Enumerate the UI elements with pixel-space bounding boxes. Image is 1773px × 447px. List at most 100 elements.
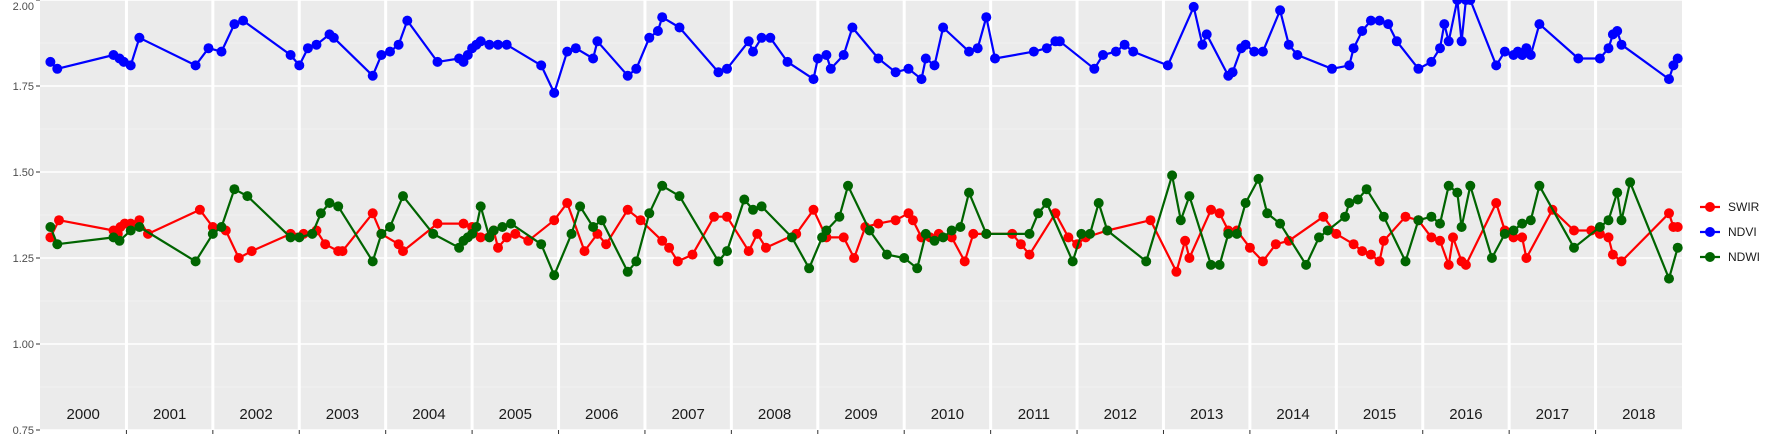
data-point: [1525, 50, 1536, 60]
data-point: [1499, 46, 1510, 57]
data-point: [45, 56, 56, 67]
data-point: [229, 184, 240, 195]
data-point: [549, 270, 560, 281]
data-point: [1128, 46, 1139, 57]
data-point: [1413, 63, 1424, 74]
data-point: [1314, 232, 1324, 243]
data-point: [748, 204, 758, 215]
data-point: [566, 228, 577, 239]
data-point: [709, 211, 720, 222]
data-point: [765, 32, 776, 43]
data-point: [536, 239, 547, 250]
data-point: [367, 208, 378, 219]
data-point: [1352, 194, 1363, 205]
data-point: [1443, 259, 1454, 270]
data-point: [1275, 218, 1286, 229]
data-point: [713, 256, 724, 267]
data-point: [1063, 232, 1074, 243]
data-point: [1672, 222, 1683, 232]
data-point: [294, 60, 305, 71]
data-point: [1603, 43, 1614, 54]
data-point: [549, 87, 560, 98]
data-point: [743, 246, 754, 257]
data-point: [229, 19, 240, 30]
data-point: [674, 22, 685, 33]
data-point: [1214, 259, 1225, 270]
data-point: [1253, 173, 1264, 184]
data-point: [1024, 228, 1035, 239]
data-point: [238, 15, 249, 26]
year-label: 2007: [671, 406, 704, 423]
data-point: [1491, 198, 1502, 208]
legend-item-swir: SWIR: [1700, 200, 1760, 214]
data-point: [687, 249, 698, 260]
data-point: [899, 253, 910, 263]
year-label: 2016: [1449, 406, 1482, 423]
data-point: [804, 263, 815, 274]
data-point: [657, 235, 668, 246]
data-point: [385, 222, 395, 232]
data-point: [52, 63, 63, 74]
data-point: [743, 36, 754, 47]
data-point: [1569, 242, 1579, 253]
data-point: [1275, 5, 1286, 16]
data-point: [873, 53, 884, 64]
data-point: [1041, 198, 1052, 208]
y-tick-label: 1.00: [13, 339, 34, 351]
data-point: [938, 22, 949, 33]
data-point: [376, 228, 387, 239]
data-point: [838, 232, 849, 243]
data-point: [1443, 180, 1454, 191]
legend-item-ndvi: NDVI: [1700, 225, 1757, 239]
data-point: [328, 32, 339, 43]
data-point: [1456, 222, 1467, 232]
y-tick-label: 1.75: [13, 81, 34, 93]
data-point: [1491, 60, 1502, 71]
data-point: [233, 253, 244, 263]
data-point: [1664, 208, 1674, 219]
data-point: [1465, 180, 1476, 191]
data-point: [1365, 249, 1376, 260]
data-point: [1257, 46, 1268, 57]
data-point: [631, 63, 642, 74]
data-point: [821, 50, 832, 60]
data-point: [1534, 19, 1545, 30]
data-point: [575, 201, 586, 212]
data-point: [1067, 256, 1078, 267]
data-point: [1499, 228, 1510, 239]
data-point: [1616, 215, 1627, 226]
data-point: [1085, 228, 1095, 239]
data-point: [920, 228, 931, 239]
data-point: [385, 46, 395, 57]
data-point: [134, 32, 145, 43]
data-point: [946, 232, 957, 243]
data-point: [1206, 204, 1216, 215]
data-point: [672, 256, 683, 267]
data-point: [1443, 36, 1454, 47]
data-point: [1033, 208, 1044, 219]
legend-item-ndwi: NDWI: [1700, 250, 1760, 264]
data-point: [1465, 0, 1476, 5]
data-point: [1435, 218, 1445, 229]
data-point: [1098, 50, 1108, 60]
data-point: [1214, 208, 1225, 219]
data-point: [402, 15, 413, 26]
data-point: [760, 242, 771, 253]
data-point: [488, 225, 499, 236]
data-point: [1439, 19, 1450, 30]
data-point: [1344, 60, 1355, 71]
data-point: [722, 246, 732, 257]
data-point: [1180, 235, 1191, 246]
data-point: [964, 46, 974, 57]
data-point: [562, 46, 573, 57]
data-point: [1612, 26, 1623, 36]
data-point: [1175, 215, 1186, 226]
data-point: [1448, 232, 1458, 243]
data-point: [458, 218, 469, 229]
year-label: 2018: [1622, 406, 1655, 423]
data-point: [968, 228, 979, 239]
data-point: [959, 256, 970, 267]
data-point: [1508, 232, 1519, 243]
data-point: [946, 225, 957, 236]
